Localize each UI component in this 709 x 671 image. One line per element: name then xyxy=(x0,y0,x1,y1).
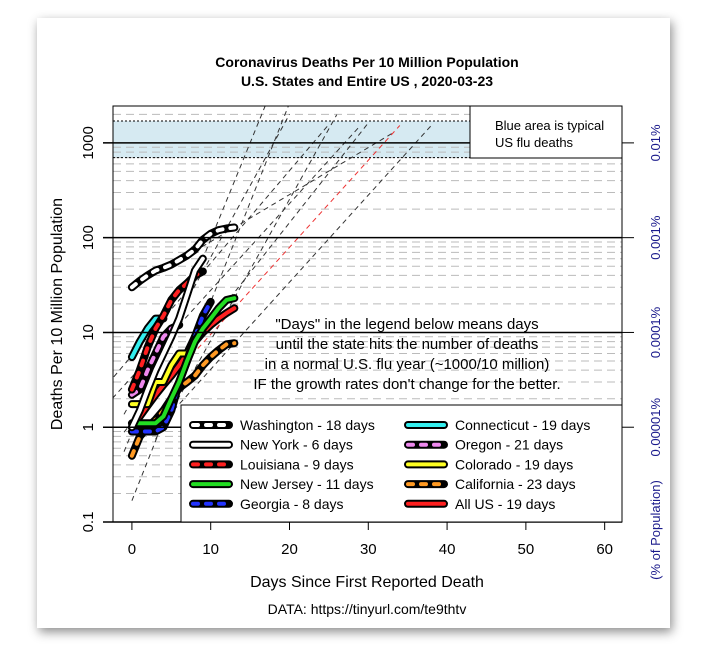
legend-label: Georgia - 8 days xyxy=(240,496,344,512)
series-line xyxy=(129,341,237,458)
legend-label: California - 23 days xyxy=(455,476,576,492)
x-tick-label: 20 xyxy=(281,541,298,558)
y-tick-label: 10 xyxy=(80,324,97,341)
legend-label: All US - 19 days xyxy=(455,496,555,512)
y2-tick-label: 0.0001% xyxy=(648,306,663,358)
x-axis-label: Days Since First Reported Death xyxy=(250,574,484,591)
legend-label: Washington - 18 days xyxy=(240,417,375,433)
series-line xyxy=(129,256,205,430)
projection-line xyxy=(155,114,338,440)
x-tick-label: 30 xyxy=(360,541,377,558)
x-tick-label: 40 xyxy=(439,541,456,558)
plot-frame xyxy=(112,105,623,523)
legend-label: New Jersey - 11 days xyxy=(240,476,374,492)
y2-tick-label: 0.01% xyxy=(648,124,663,161)
annotation-text: in a normal U.S. flu year (~1000/10 mill… xyxy=(265,356,550,373)
x-tick-label: 60 xyxy=(596,541,613,558)
legend-label: Oregon - 21 days xyxy=(455,437,563,453)
chart-title: Coronavirus Deaths Per 10 Million Popula… xyxy=(215,54,518,70)
y2-tick-label: 0.001% xyxy=(648,215,663,260)
legend-label: Connecticut - 19 days xyxy=(455,417,590,433)
source-label: DATA: https://tinyurl.com/te9thtv xyxy=(268,601,467,617)
flu-note-text: Blue area is typical xyxy=(495,118,604,133)
y-tick-label: 1 xyxy=(80,423,97,431)
annotation-text: IF the growth rates don't change for the… xyxy=(253,376,560,393)
annotation-text: "Days" in the legend below means days xyxy=(275,316,538,333)
x-tick-label: 0 xyxy=(128,541,136,558)
y-axis-label: Deaths Per 10 Million Population xyxy=(49,198,66,430)
flu-note-box xyxy=(469,105,623,159)
projection-line xyxy=(155,125,432,431)
chart-subtitle: U.S. States and Entire US , 2020-03-23 xyxy=(241,73,493,89)
x-tick-label: 10 xyxy=(202,541,219,558)
legend-label: Louisiana - 9 days xyxy=(240,456,354,472)
y-tick-label: 100 xyxy=(80,225,97,250)
y-tick-label: 0.1 xyxy=(80,512,97,533)
legend-label: Colorado - 19 days xyxy=(455,456,573,472)
y2-axis-label: (% of Population) xyxy=(648,480,663,580)
x-tick-label: 50 xyxy=(518,541,535,558)
y2-tick-label: 0.00001% xyxy=(648,398,663,457)
series-line xyxy=(129,296,237,426)
series-line xyxy=(129,225,237,290)
y-tick-label: 1000 xyxy=(80,126,97,159)
legend-box xyxy=(180,404,623,523)
flu-note-text: US flu deaths xyxy=(495,135,574,150)
annotation-text: until the state hits the number of death… xyxy=(276,336,539,353)
projection-line xyxy=(155,125,401,396)
series-line xyxy=(129,269,205,392)
legend-label: New York - 6 days xyxy=(240,437,353,453)
